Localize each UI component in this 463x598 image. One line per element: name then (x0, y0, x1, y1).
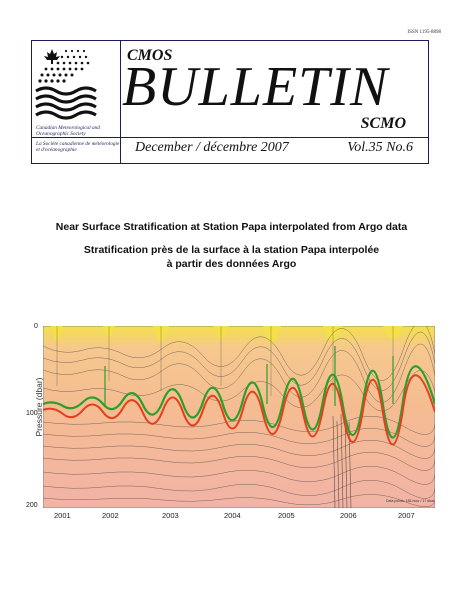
x-tick-label: 2004 (224, 511, 241, 520)
scmo-acronym: SCMO (360, 115, 406, 132)
article-title-french: Stratification près de la surface à la s… (0, 243, 463, 271)
cmos-acronym: CMOS (127, 47, 173, 64)
masthead-divider-horizontal (32, 137, 428, 138)
x-tick-label: 2006 (340, 511, 357, 520)
red-isopycnal-line (43, 374, 435, 446)
masthead-divider-vertical (120, 41, 121, 163)
society-name-english: Canadian Meteorological and Oceanographi… (36, 125, 100, 137)
logo-graphic (35, 49, 97, 120)
masthead: Canadian Meteorological and Oceanographi… (31, 40, 429, 164)
x-tick-label: 2001 (54, 511, 71, 520)
x-tick-label: 2005 (278, 511, 295, 520)
issue-date: December / décembre 2007 (135, 140, 289, 155)
data-credit: Data points: 183 hour / 17 dbar (386, 499, 435, 503)
article-title-english: Near Surface Stratification at Station P… (55, 221, 408, 233)
x-tick-label: 2003 (162, 511, 179, 520)
society-name-french: La Société canadienne de météorologie et… (36, 141, 120, 153)
x-tick-label: 2007 (398, 511, 415, 520)
article-title-french-line2: à partir des données Argo (166, 258, 297, 270)
green-isopycnal-line (43, 365, 435, 439)
issue-volume: Vol.35 No.6 (347, 140, 413, 155)
x-tick-label: 2002 (102, 511, 119, 520)
society-logo (32, 41, 118, 125)
stratification-figure: Pressure (dbar) 0 100 200 (22, 322, 442, 522)
issn-number: ISSN 1195-8898 (407, 30, 441, 35)
article-title-french-line1: Stratification près de la surface à la s… (83, 244, 380, 256)
y-tick-label: 200 (26, 502, 38, 509)
stratification-plot (43, 326, 435, 508)
bulletin-title: BULLETIN (122, 56, 389, 118)
y-tick-label: 0 (34, 323, 38, 330)
y-tick-label: 100 (26, 410, 38, 417)
